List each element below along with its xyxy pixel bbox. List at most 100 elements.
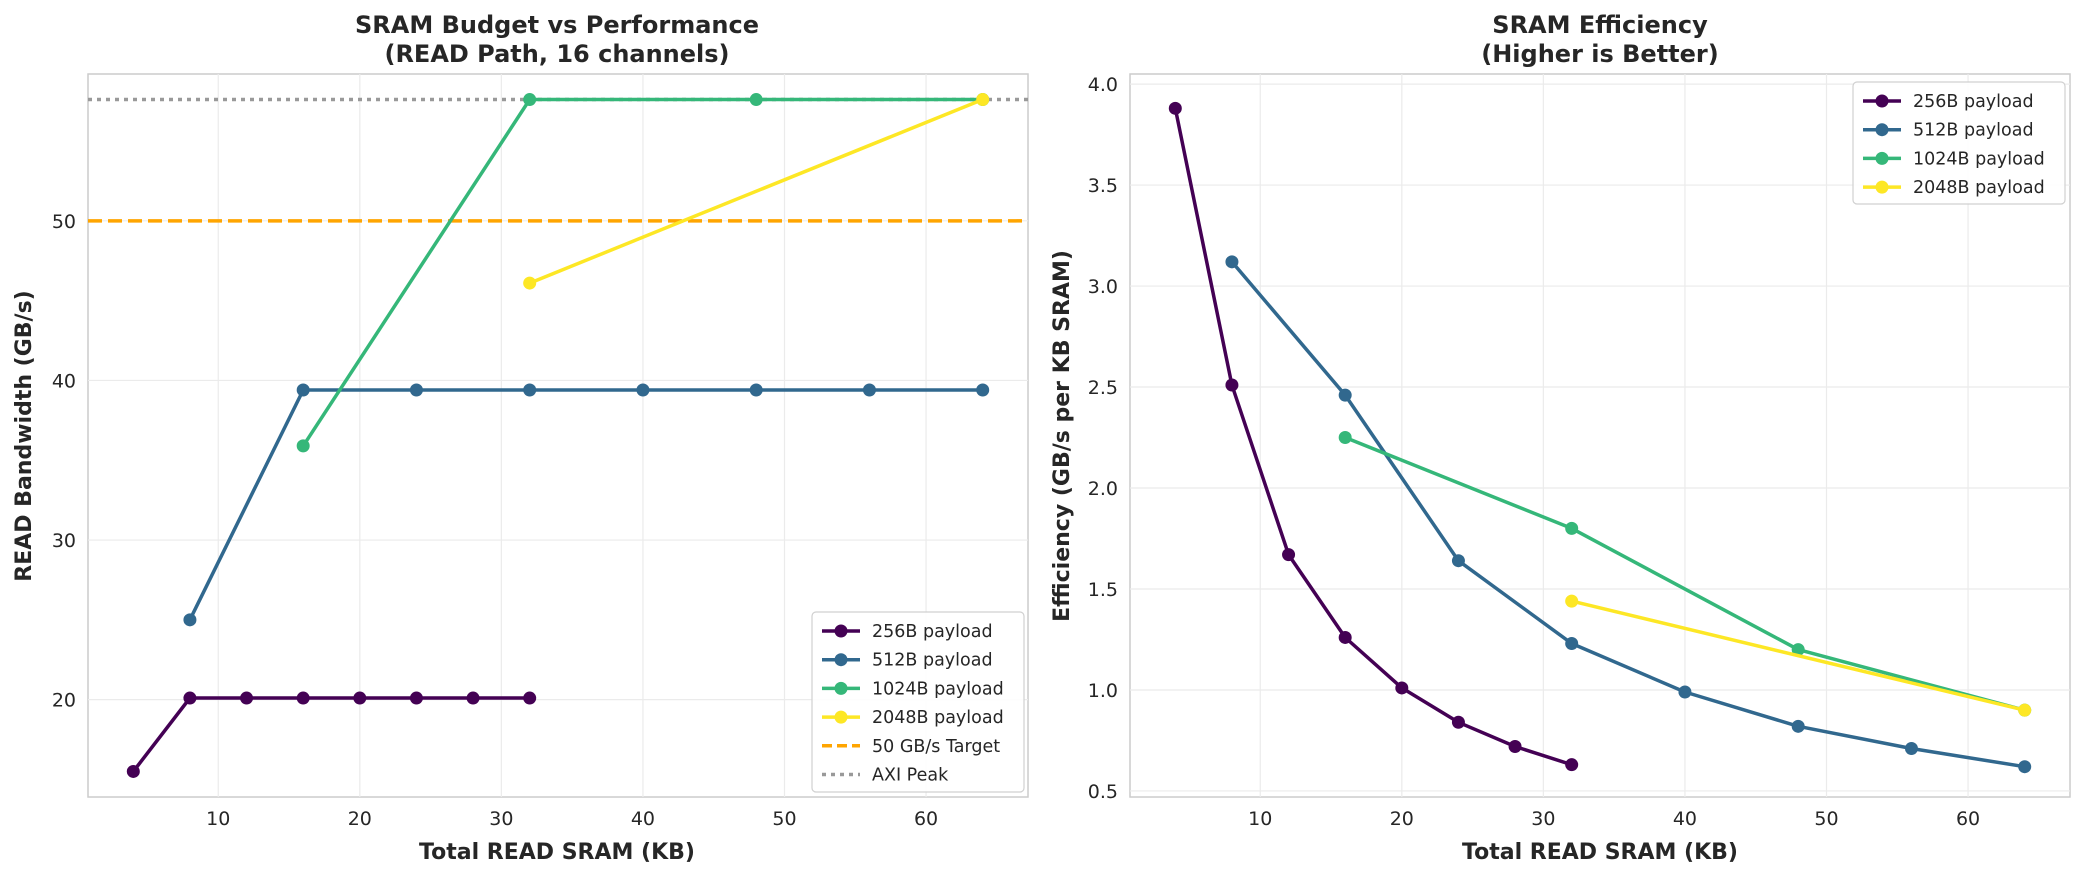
bandwidth-chart: SRAM Budget vs Performance (READ Path, 1… xyxy=(12,11,1029,865)
legend-marker xyxy=(1875,94,1889,108)
series-line xyxy=(188,388,983,621)
data-point xyxy=(523,383,537,397)
data-point xyxy=(1282,548,1296,562)
legend-box xyxy=(811,611,1025,793)
data-point xyxy=(296,691,310,705)
data-point xyxy=(1225,255,1239,269)
y-tick-label: 40 xyxy=(52,370,76,392)
data-point xyxy=(523,691,537,705)
chart-title-line2: (READ Path, 16 channels) xyxy=(384,40,729,68)
data-point xyxy=(1904,742,1918,756)
legend-label: 2048B payload xyxy=(1913,178,2045,198)
data-point xyxy=(353,691,367,705)
data-point xyxy=(1338,630,1352,644)
data-point xyxy=(862,383,876,397)
data-point xyxy=(1565,594,1579,608)
legend-label: 1024B payload xyxy=(872,679,1004,699)
data-point xyxy=(1678,685,1692,699)
legend-marker xyxy=(834,710,848,724)
data-point xyxy=(296,439,310,453)
data-point xyxy=(1168,101,1182,115)
x-tick-label: 60 xyxy=(1956,808,1980,830)
data-point xyxy=(1451,554,1465,568)
x-tick-label: 30 xyxy=(489,808,513,830)
x-tick-label: 50 xyxy=(1814,808,1838,830)
data-point xyxy=(1791,719,1805,733)
y-tick-label: 50 xyxy=(52,211,76,233)
data-point xyxy=(749,93,763,107)
data-point xyxy=(2018,703,2032,717)
data-point xyxy=(523,93,537,107)
x-tick-label: 10 xyxy=(1248,808,1272,830)
x-tick-label: 40 xyxy=(1673,808,1697,830)
y-axis-label: READ Bandwidth (GB/s) xyxy=(12,290,37,581)
x-tick-label: 10 xyxy=(206,808,230,830)
y-tick-label: 4.0 xyxy=(1088,74,1118,96)
y-tick-label: 3.0 xyxy=(1088,276,1118,298)
data-point xyxy=(1338,388,1352,402)
legend-marker xyxy=(834,681,848,695)
efficiency-chart: SRAM Efficiency (Higher is Better) 10 20 3… xyxy=(1050,11,2071,865)
legend: 256B payload 512B payload 1024B payload 204… xyxy=(1852,81,2066,205)
legend-marker xyxy=(1875,123,1889,137)
data-point xyxy=(523,276,537,290)
series-lines xyxy=(1168,101,2032,774)
y-tick-label: 20 xyxy=(52,690,76,712)
x-tick-label: 40 xyxy=(631,808,655,830)
legend-label: 50 GB/s Target xyxy=(872,737,1000,757)
data-point xyxy=(1508,740,1522,754)
y-tick-labels: 20 30 40 50 xyxy=(52,211,76,712)
legend-marker xyxy=(834,624,848,638)
y-tick-labels: 0.5 1.0 1.5 2.0 2.5 3.0 3.5 4.0 xyxy=(1088,74,1118,803)
data-point xyxy=(296,383,310,397)
legend-label: 256B payload xyxy=(1913,92,2034,112)
data-point xyxy=(183,613,197,627)
legend-label: 2048B payload xyxy=(872,708,1004,728)
data-point xyxy=(1565,637,1579,651)
x-tick-label: 60 xyxy=(914,808,938,830)
y-tick-label: 30 xyxy=(52,530,76,552)
legend: 256B payload 512B payload 1024B payload 204… xyxy=(811,611,1025,793)
legend-label: AXI Peak xyxy=(872,766,949,786)
series-line xyxy=(1571,599,2026,712)
data-point xyxy=(1565,758,1579,772)
data-point xyxy=(409,383,423,397)
legend-marker xyxy=(834,653,848,667)
legend-label: 512B payload xyxy=(1913,121,2034,141)
y-tick-label: 0.5 xyxy=(1088,781,1118,803)
data-point xyxy=(183,691,197,705)
y-axis-label: Efficiency (GB/s per KB SRAM) xyxy=(1050,250,1075,622)
data-point xyxy=(1225,378,1239,392)
x-tick-label: 20 xyxy=(348,808,372,830)
y-tick-label: 3.5 xyxy=(1088,175,1118,197)
series-line xyxy=(1344,435,2026,712)
legend-box xyxy=(1852,81,2066,205)
series-line xyxy=(529,97,984,285)
data-point xyxy=(240,691,254,705)
chart-title-line2: (Higher is Better) xyxy=(1481,40,1718,68)
series-line xyxy=(1173,107,1573,767)
legend-label: 512B payload xyxy=(872,651,993,671)
data-point xyxy=(2018,760,2032,774)
legend-marker xyxy=(1875,180,1889,194)
data-point xyxy=(409,691,423,705)
data-point xyxy=(636,383,650,397)
data-point xyxy=(466,691,480,705)
data-point xyxy=(976,383,990,397)
x-tick-labels: 10 20 30 40 50 60 xyxy=(1248,808,1980,830)
y-tick-label: 2.0 xyxy=(1088,478,1118,500)
data-point xyxy=(1791,643,1805,657)
data-point xyxy=(126,764,140,778)
series-line xyxy=(131,696,530,773)
series-line xyxy=(1230,260,2025,769)
x-axis-label: Total READ SRAM (KB) xyxy=(1462,840,1738,865)
x-tick-label: 50 xyxy=(772,808,796,830)
legend-label: 1024B payload xyxy=(1913,149,2045,169)
y-tick-label: 2.5 xyxy=(1088,377,1118,399)
y-tick-label: 1.5 xyxy=(1088,579,1118,601)
x-tick-label: 30 xyxy=(1531,808,1555,830)
data-point xyxy=(1395,681,1409,695)
series-line xyxy=(301,97,983,447)
x-axis-label: Total READ SRAM (KB) xyxy=(419,840,695,865)
data-point xyxy=(1338,431,1352,445)
